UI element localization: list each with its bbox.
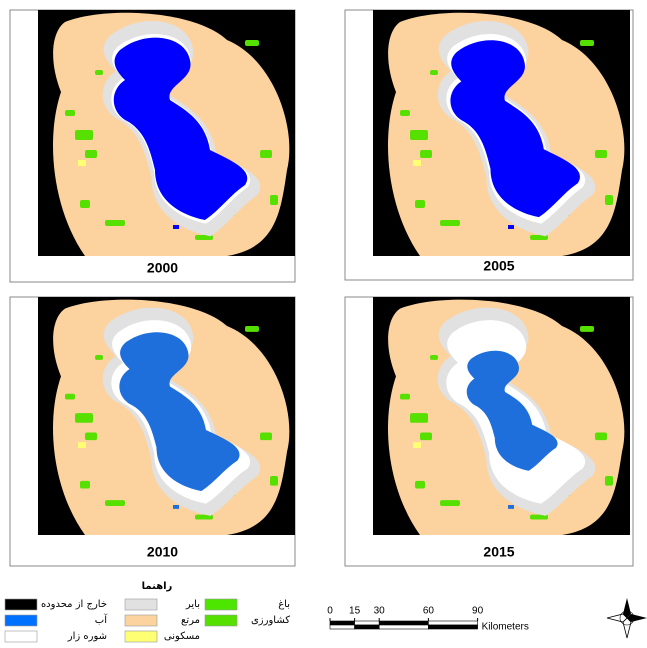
scale-segment bbox=[355, 621, 380, 625]
farmland bbox=[400, 110, 410, 116]
scale-segment bbox=[330, 621, 355, 625]
farmland bbox=[420, 150, 432, 158]
farmland bbox=[415, 200, 425, 208]
farmland bbox=[95, 70, 103, 75]
farmland bbox=[245, 326, 259, 332]
scale-segment bbox=[379, 625, 428, 629]
farmland bbox=[440, 220, 460, 226]
legend-label: خارج از محدوده bbox=[41, 599, 107, 610]
residential bbox=[78, 442, 86, 448]
farmland bbox=[595, 432, 607, 440]
scale-unit: Kilometers bbox=[482, 622, 529, 633]
farmland bbox=[260, 432, 272, 440]
farmland bbox=[85, 432, 97, 440]
residential bbox=[413, 160, 421, 166]
scale-tick-label: 60 bbox=[423, 606, 435, 617]
legend-swatch bbox=[125, 615, 157, 626]
farmland bbox=[605, 195, 613, 205]
scale-segment bbox=[330, 625, 355, 629]
scale-tick-label: 90 bbox=[472, 606, 484, 617]
year-label: 2015 bbox=[483, 544, 514, 560]
legend-swatch bbox=[125, 631, 157, 642]
farmland bbox=[410, 413, 428, 423]
farmland bbox=[75, 130, 93, 140]
legend-swatch bbox=[125, 599, 157, 610]
farmland bbox=[65, 110, 75, 116]
farmland bbox=[270, 476, 278, 486]
farmland bbox=[400, 394, 410, 400]
farmland bbox=[260, 150, 272, 158]
map-panel: 2005 bbox=[345, 10, 633, 280]
farmland bbox=[440, 500, 460, 506]
farmland bbox=[105, 500, 125, 506]
scale-tick-label: 30 bbox=[374, 606, 386, 617]
legend-swatch bbox=[205, 615, 237, 626]
residential bbox=[413, 442, 421, 448]
legend-label: مسکونی bbox=[164, 631, 200, 642]
year-label: 2010 bbox=[147, 544, 178, 560]
legend-label: شوره زار bbox=[67, 631, 107, 642]
farmland bbox=[80, 200, 90, 208]
farmland bbox=[245, 40, 259, 46]
residential bbox=[78, 160, 86, 166]
scale-segment bbox=[355, 625, 380, 629]
farmland bbox=[430, 355, 438, 360]
scale-segment bbox=[428, 621, 477, 625]
figure: راهنما 2000 2005 2010 2015 خارج از محدوده بای… bbox=[0, 0, 647, 644]
year-label: 2005 bbox=[483, 258, 514, 274]
legend-swatch bbox=[205, 599, 237, 610]
legend-label: باغ bbox=[278, 599, 290, 610]
map-panel: 2015 bbox=[345, 297, 633, 566]
legend-swatch bbox=[5, 631, 37, 642]
farmland bbox=[75, 413, 93, 423]
farmland bbox=[415, 481, 425, 489]
legend-label: آب bbox=[95, 613, 108, 626]
water bbox=[173, 225, 179, 229]
legend-title: راهنما bbox=[142, 581, 173, 592]
map-panel: 2000 bbox=[10, 10, 295, 282]
farmland bbox=[105, 220, 125, 226]
farmland bbox=[580, 326, 594, 332]
legend-label: کشاورزی bbox=[251, 615, 290, 626]
farmland bbox=[65, 394, 75, 400]
farmland bbox=[410, 130, 428, 140]
north-arrow bbox=[607, 598, 647, 638]
legend-label: مرتع bbox=[181, 615, 200, 626]
water bbox=[508, 225, 514, 229]
legend-label: بایر bbox=[185, 599, 200, 610]
scale-tick-label: 0 bbox=[327, 606, 333, 617]
scale-tick-label: 15 bbox=[349, 606, 361, 617]
year-label: 2000 bbox=[147, 260, 178, 276]
legend-swatch bbox=[5, 615, 37, 626]
water bbox=[508, 505, 514, 509]
legend-swatch bbox=[5, 599, 37, 610]
farmland bbox=[430, 70, 438, 75]
farmland bbox=[580, 40, 594, 46]
farmland bbox=[95, 355, 103, 360]
farmland bbox=[605, 476, 613, 486]
farmland bbox=[85, 150, 97, 158]
water bbox=[173, 505, 179, 509]
scale-segment bbox=[379, 621, 428, 625]
farmland bbox=[420, 432, 432, 440]
farmland bbox=[595, 150, 607, 158]
farmland bbox=[80, 481, 90, 489]
scale-segment bbox=[428, 625, 477, 629]
map-panel: 2010 bbox=[10, 297, 295, 566]
farmland bbox=[270, 195, 278, 205]
